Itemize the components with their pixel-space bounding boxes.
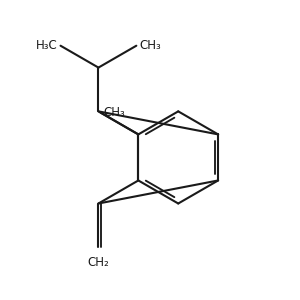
- Text: CH₂: CH₂: [88, 256, 109, 269]
- Text: CH₃: CH₃: [139, 39, 161, 52]
- Text: H₃C: H₃C: [36, 39, 58, 52]
- Text: CH₃: CH₃: [103, 106, 125, 119]
